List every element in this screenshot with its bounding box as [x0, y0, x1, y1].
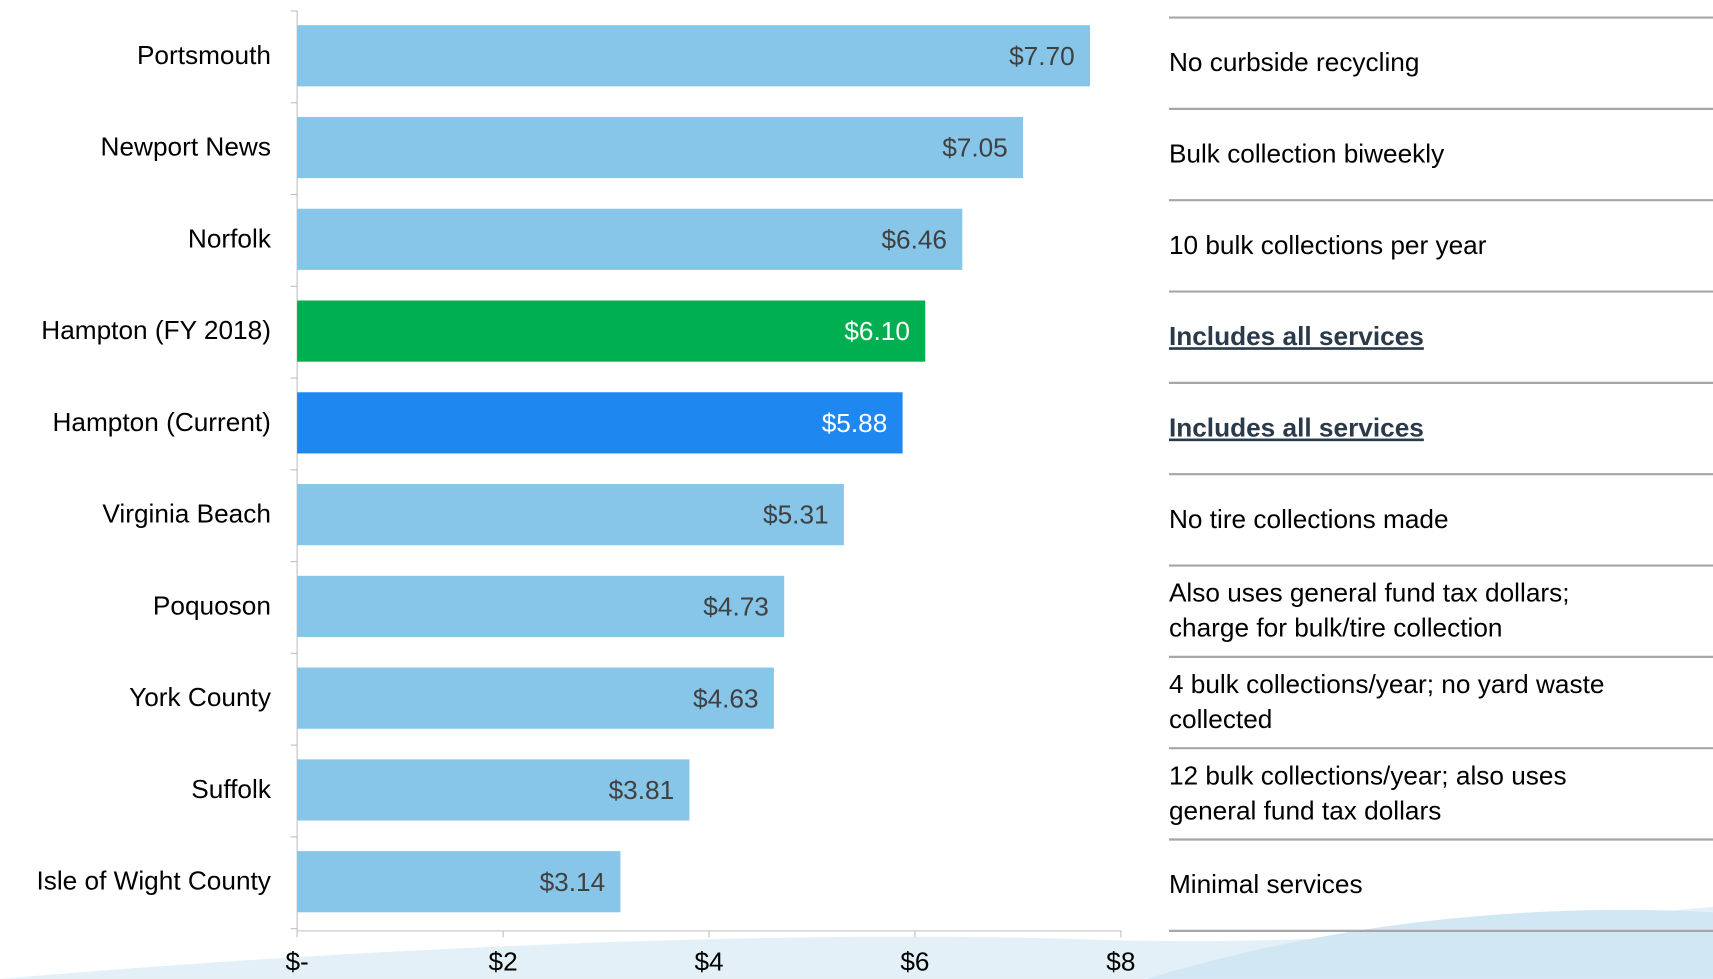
note-text: 10 bulk collections per year — [1169, 230, 1487, 260]
bar — [297, 392, 903, 454]
category-label: Suffolk — [191, 774, 272, 804]
background-wave — [1147, 909, 1713, 979]
note-text: collected — [1169, 704, 1272, 734]
bar — [297, 575, 785, 637]
note-text: 4 bulk collections/year; no yard waste — [1169, 669, 1605, 699]
note-text: No curbside recycling — [1169, 47, 1420, 77]
data-label: $3.14 — [540, 867, 606, 897]
category-label: Norfolk — [188, 223, 272, 253]
bar — [297, 208, 963, 270]
x-tick-label: $- — [285, 947, 308, 977]
category-label: Virginia Beach — [102, 499, 271, 529]
note-text: Also uses general fund tax dollars; — [1169, 578, 1570, 608]
category-label: Newport News — [101, 132, 271, 162]
data-label: $5.31 — [763, 500, 829, 530]
category-label: York County — [129, 682, 272, 712]
bar — [297, 300, 926, 362]
data-label: $3.81 — [609, 775, 675, 805]
note-text: Includes all services — [1169, 413, 1424, 443]
x-tick-label: $8 — [1106, 947, 1135, 977]
data-label: $6.46 — [881, 224, 947, 254]
data-label: $4.63 — [693, 683, 759, 713]
x-tick-label: $4 — [694, 947, 723, 977]
note-text: Bulk collection biweekly — [1169, 139, 1445, 169]
data-label: $5.88 — [822, 408, 888, 438]
category-label: Poquoson — [153, 590, 271, 620]
bar — [297, 667, 774, 729]
category-label: Isle of Wight County — [36, 866, 271, 896]
data-label: $7.05 — [942, 133, 1008, 163]
note-text: charge for bulk/tire collection — [1169, 613, 1503, 643]
category-label: Hampton (FY 2018) — [41, 315, 271, 345]
category-label: Hampton (Current) — [52, 407, 270, 437]
data-label: $7.70 — [1009, 41, 1075, 71]
note-text: Minimal services — [1169, 869, 1363, 899]
note-text: general fund tax dollars — [1169, 795, 1441, 825]
bar — [297, 851, 621, 913]
bar — [297, 116, 1024, 179]
note-text: 12 bulk collections/year; also uses — [1169, 760, 1567, 790]
bar — [297, 484, 844, 546]
data-label: $6.10 — [844, 316, 910, 346]
note-text: Includes all services — [1169, 321, 1424, 351]
data-label: $4.73 — [703, 592, 769, 622]
note-text: No tire collections made — [1169, 504, 1449, 534]
bar — [297, 759, 690, 821]
x-tick-label: $6 — [900, 947, 929, 977]
category-label: Portsmouth — [137, 40, 271, 70]
x-tick-label: $2 — [489, 947, 518, 977]
bar — [297, 25, 1090, 87]
